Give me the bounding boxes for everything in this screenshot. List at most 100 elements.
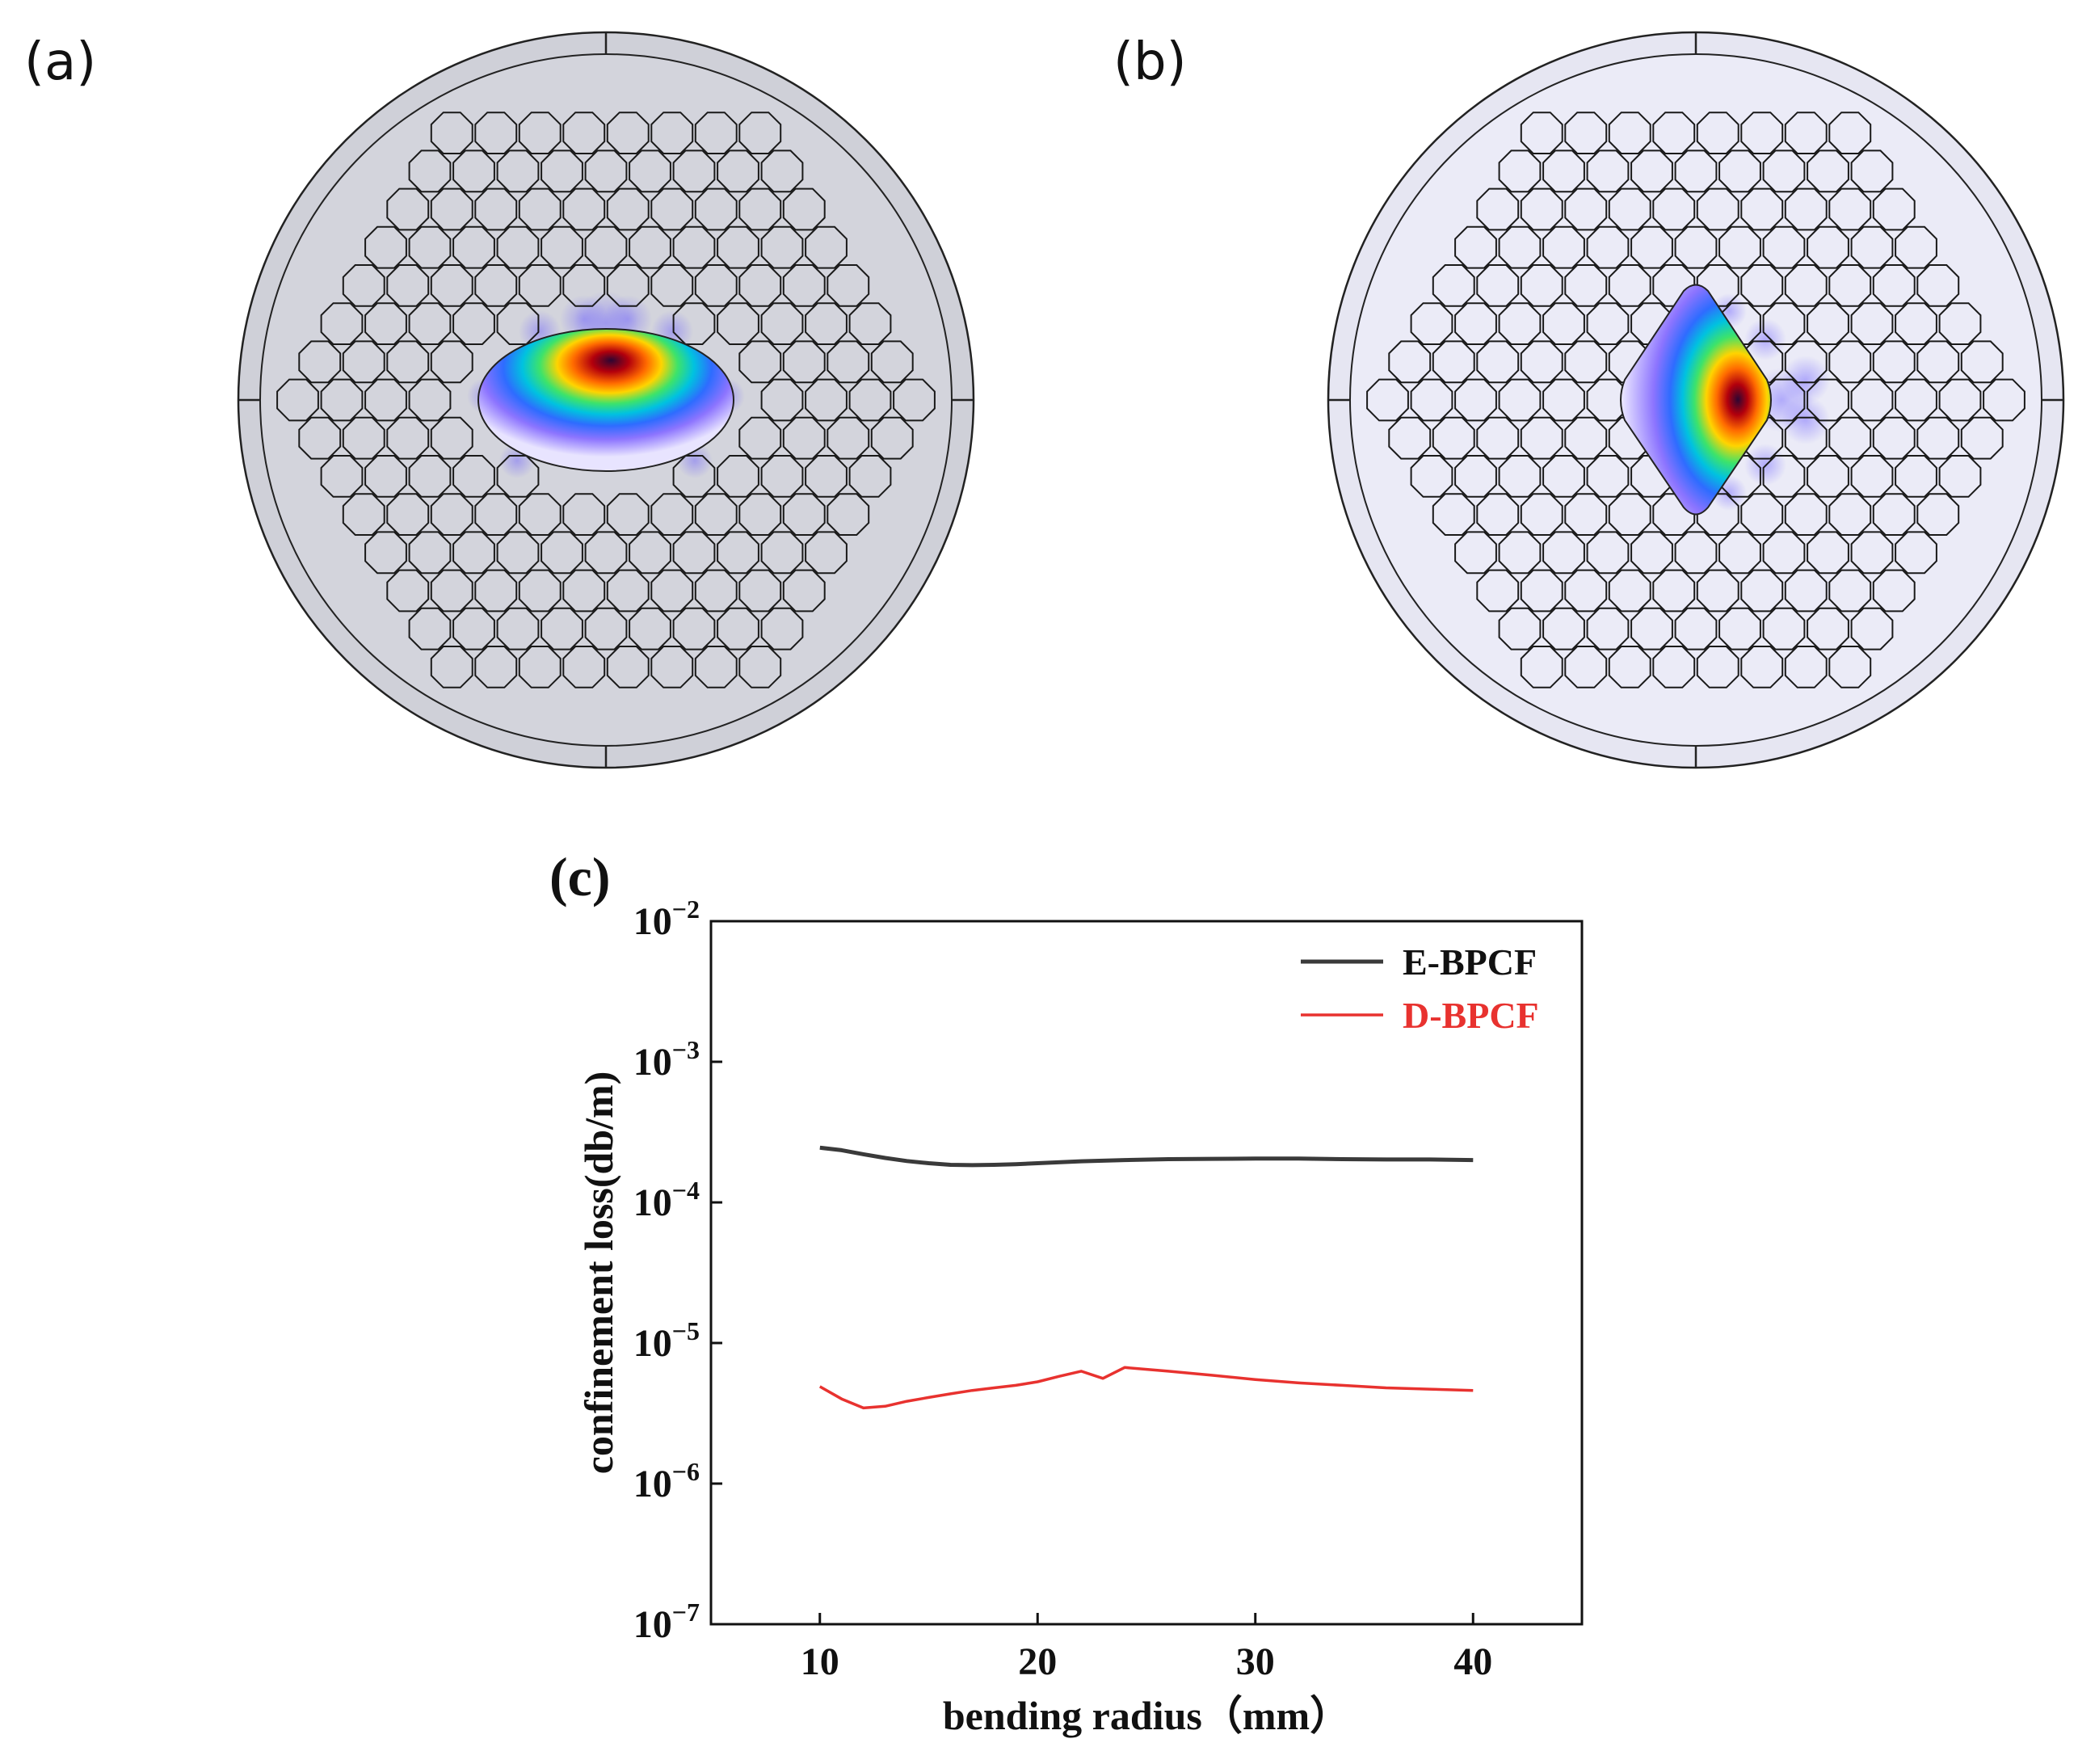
air-hole: [430, 569, 473, 613]
air-hole: [782, 187, 826, 231]
air-hole: [1520, 416, 1563, 460]
air-hole: [1784, 340, 1828, 384]
air-hole: [1807, 302, 1849, 345]
panel-a-elliptical-core-mode: [477, 328, 734, 472]
air-hole: [1410, 455, 1453, 498]
air-hole: [1520, 264, 1563, 307]
air-hole: [782, 340, 826, 384]
air-hole: [496, 531, 540, 575]
air-hole: [650, 646, 694, 688]
air-hole: [738, 187, 782, 231]
panel-a-ticks: [238, 32, 974, 768]
air-hole: [629, 225, 671, 269]
air-hole: [606, 493, 650, 536]
air-hole: [474, 493, 518, 536]
air-hole: [364, 378, 407, 422]
air-hole: [584, 225, 628, 269]
x-axis-ticks: 10 20 30 40: [801, 1613, 1492, 1683]
air-hole: [1542, 607, 1585, 650]
air-hole: [1586, 455, 1630, 498]
air-hole: [1895, 378, 1937, 422]
air-hole: [827, 416, 870, 460]
air-hole: [1476, 187, 1520, 231]
air-hole: [717, 607, 759, 650]
air-hole: [650, 112, 694, 154]
air-hole: [1498, 531, 1542, 575]
air-hole: [1476, 493, 1520, 536]
air-hole: [629, 607, 671, 650]
air-hole: [650, 264, 694, 307]
air-hole: [738, 416, 782, 460]
air-hole: [1388, 416, 1432, 460]
air-hole: [342, 493, 385, 536]
air-hole: [1542, 378, 1585, 422]
leakage-glow: [1781, 396, 1830, 444]
air-hole: [1762, 455, 1806, 498]
air-hole: [518, 493, 562, 536]
air-hole: [1608, 187, 1651, 231]
air-hole: [474, 187, 518, 231]
air-hole: [1520, 112, 1563, 154]
air-hole: [1498, 149, 1542, 193]
air-hole: [386, 264, 430, 307]
air-hole: [760, 378, 804, 422]
air-hole: [1652, 112, 1696, 154]
air-hole: [1895, 302, 1937, 345]
air-hole: [1520, 340, 1563, 384]
air-hole: [342, 264, 385, 307]
air-hole: [496, 302, 540, 345]
air-hole: [805, 225, 848, 269]
air-hole: [1718, 607, 1761, 650]
air-hole: [650, 493, 694, 536]
air-hole: [408, 607, 452, 650]
air-hole: [474, 646, 518, 688]
air-hole: [1740, 646, 1784, 688]
air-hole: [1520, 493, 1563, 536]
air-hole: [430, 646, 473, 688]
air-hole: [1432, 416, 1475, 460]
y-axis-label: confinement loss(db/m): [576, 1071, 621, 1475]
air-hole: [518, 187, 562, 231]
air-hole: [694, 493, 738, 536]
air-hole: [760, 149, 804, 193]
air-hole: [1454, 225, 1497, 269]
air-hole: [848, 302, 892, 345]
air-hole: [1520, 646, 1563, 688]
air-hole: [1938, 455, 1982, 498]
air-hole: [650, 187, 694, 231]
air-hole: [1498, 378, 1542, 422]
air-hole: [650, 569, 694, 613]
air-hole: [496, 149, 540, 193]
air-hole: [364, 302, 407, 345]
air-hole: [1916, 340, 1960, 384]
air-hole: [1740, 187, 1784, 231]
air-hole: [1608, 264, 1651, 307]
air-hole: [1850, 302, 1894, 345]
air-hole: [1872, 569, 1916, 613]
air-hole: [562, 493, 606, 536]
air-hole: [1476, 569, 1520, 613]
air-hole: [1564, 569, 1608, 613]
air-hole: [738, 264, 782, 307]
air-hole: [1740, 569, 1784, 613]
panel-c-chart: (c) 10 20 30 40 10−2 10−3 10−4 10−5 10−6 10−7 be…: [549, 846, 1584, 1738]
air-hole: [1498, 455, 1542, 498]
air-hole: [562, 264, 606, 307]
air-hole: [1828, 493, 1872, 536]
panel-b-diamond-core-mode: [1620, 284, 1772, 516]
air-hole: [1960, 340, 2004, 384]
air-hole: [1784, 187, 1828, 231]
air-hole: [1564, 493, 1608, 536]
air-hole: [1520, 569, 1563, 613]
air-hole: [1652, 187, 1696, 231]
air-hole: [694, 187, 738, 231]
y-tick-label: 10−6: [633, 1457, 700, 1505]
air-hole: [1916, 493, 1960, 536]
air-hole: [1762, 225, 1806, 269]
air-hole: [760, 225, 804, 269]
air-hole: [1652, 569, 1696, 613]
x-tick-label: 40: [1453, 1640, 1492, 1683]
air-hole: [805, 455, 848, 498]
air-hole: [1762, 302, 1806, 345]
